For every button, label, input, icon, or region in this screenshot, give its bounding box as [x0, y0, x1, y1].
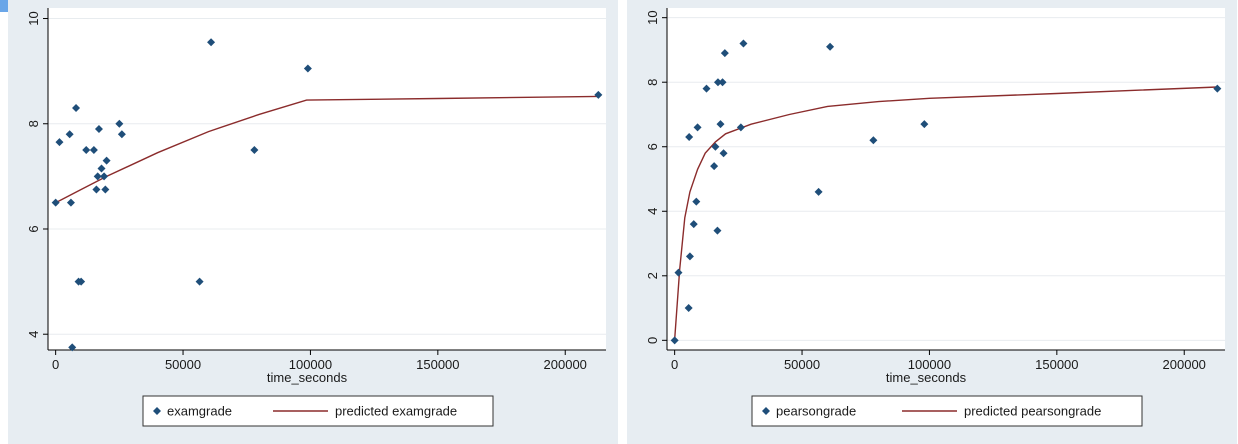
y-tick-label: 6	[26, 225, 41, 232]
x-axis-title: time_seconds	[267, 370, 348, 385]
y-tick-label: 10	[26, 11, 41, 25]
plot-area	[48, 8, 606, 350]
legend-label-line: predicted pearsongrade	[964, 404, 1101, 419]
y-tick-label: 6	[645, 143, 660, 150]
x-tick-label: 150000	[1035, 357, 1078, 372]
x-tick-label: 200000	[1163, 357, 1206, 372]
y-tick-label: 8	[26, 120, 41, 127]
legend-label-scatter: examgrade	[167, 404, 232, 419]
y-tick-label: 4	[645, 208, 660, 215]
y-tick-label: 10	[645, 10, 660, 24]
y-tick-label: 0	[645, 337, 660, 344]
y-tick-label: 2	[645, 272, 660, 279]
x-tick-label: 200000	[544, 357, 587, 372]
y-tick-label: 8	[645, 79, 660, 86]
x-tick-label: 150000	[416, 357, 459, 372]
plot-area	[667, 8, 1225, 350]
x-tick-label: 50000	[784, 357, 820, 372]
x-tick-label: 0	[671, 357, 678, 372]
x-tick-label: 50000	[165, 357, 201, 372]
legend-label-scatter: pearsongrade	[776, 404, 856, 419]
y-tick-label: 4	[26, 331, 41, 338]
exam-grade-chart-panel: 4 6 8 10 0 50000 100000 150000 200000 time_second…	[8, 0, 618, 444]
x-tick-label: 0	[52, 357, 59, 372]
legend-label-line: predicted examgrade	[335, 404, 457, 419]
pearson-grade-chart-panel: 0 2 4 6 8 10 0 50000 100000 150000 200000 time_seco…	[627, 0, 1237, 444]
x-axis-title: time_seconds	[886, 370, 967, 385]
